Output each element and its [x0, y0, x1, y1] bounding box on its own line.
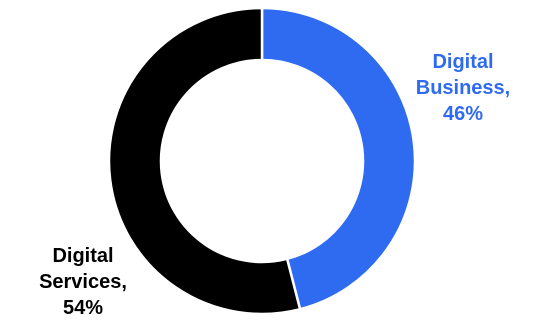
- data-label-line: 54%: [63, 297, 103, 319]
- data-label-line: Digital: [52, 245, 113, 267]
- data-label-line: Services,: [39, 271, 127, 293]
- data-label-line: 46%: [443, 103, 483, 125]
- data-label-digital-business: Digital Business, 46%: [416, 51, 510, 125]
- donut-slice-digital-business: [260, 6, 417, 311]
- data-label-digital-services: Digital Services, 54%: [39, 245, 127, 319]
- data-label-line: Business,: [416, 77, 510, 99]
- data-label-line: Digital: [432, 51, 493, 73]
- donut-slice-digital-services: [107, 6, 302, 316]
